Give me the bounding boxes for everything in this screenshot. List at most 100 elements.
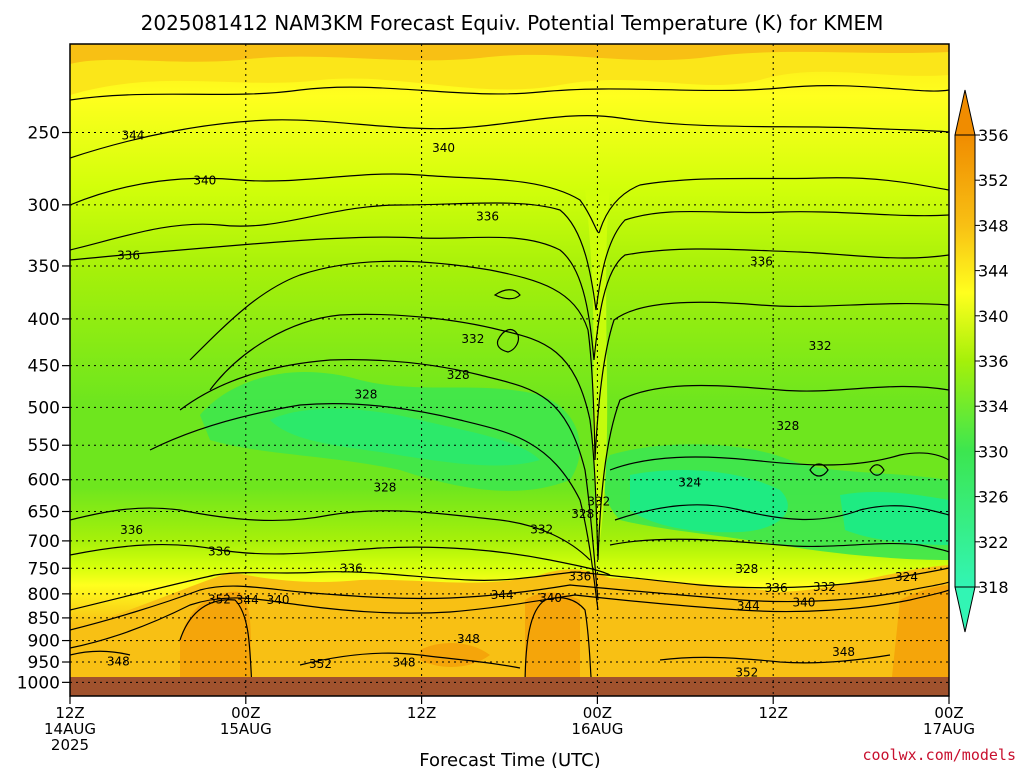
site-credit[interactable]: coolwx.com/models: [862, 746, 1016, 764]
contour-label-332: 332: [587, 495, 610, 509]
xtick-label-4-0: 12Z: [759, 704, 788, 722]
mid-level-moist-core-4: [630, 470, 788, 533]
ytick-label-650: 650: [28, 502, 60, 522]
contour-label-348: 348: [107, 655, 130, 669]
ytick-label-950: 950: [28, 653, 60, 673]
contour-label-text: 344: [122, 129, 145, 143]
contour-label-text: 328: [571, 507, 594, 521]
colorbar-label-326: 326: [978, 488, 1009, 507]
ytick-label-500: 500: [28, 398, 60, 418]
contour-label-text: 336: [568, 570, 591, 584]
contour-label-text: 340: [193, 173, 216, 187]
plot-frame: [69, 43, 950, 697]
upper-warm-band: [70, 44, 949, 95]
contour-label-text: 340: [539, 591, 562, 605]
ytick-label-250: 250: [28, 124, 60, 144]
contour-label-348: 348: [393, 655, 416, 669]
contour-label-text: 348: [832, 645, 855, 659]
contour-label-336: 336: [117, 249, 140, 263]
contour-lines: [70, 85, 949, 691]
xtick-label-5-1: 17AUG: [923, 720, 975, 738]
contour-label-332: 332: [813, 580, 836, 594]
boundary-layer-warm: [70, 565, 949, 696]
contour-label-text: 336: [117, 249, 140, 263]
contour-label-340: 340: [267, 593, 290, 607]
upper-hot-band: [70, 44, 949, 64]
contour-label-text: 336: [765, 581, 788, 595]
contour-label-text: 344: [737, 599, 760, 613]
contour-label-344: 344: [737, 599, 760, 613]
contour-label-340: 340: [793, 596, 816, 610]
contour-label-text: 344: [236, 593, 259, 607]
contour-label-text: 348: [107, 655, 130, 669]
contour-label-336: 336: [765, 581, 788, 595]
xtick-label-0-0: 12Z: [55, 704, 84, 722]
dry-intrusion: [585, 190, 610, 540]
contour-label-340: 340: [193, 173, 216, 187]
contour-label-text: 328: [735, 562, 758, 576]
contour-label-336: 336: [750, 254, 773, 268]
contour-label-348: 348: [832, 645, 855, 659]
contour-label-text: 328: [776, 419, 799, 433]
contour-label-336: 336: [568, 570, 591, 584]
contour-label-text: 324: [895, 570, 918, 584]
contour-label-text: 332: [809, 339, 832, 353]
contour-label-text: 336: [340, 561, 363, 575]
contour-label-text: 324: [678, 475, 701, 489]
xtick-label-0-1: 14AUG: [44, 720, 96, 738]
colorbar-label-344: 344: [978, 262, 1009, 281]
contour-label-text: 336: [120, 523, 143, 537]
xtick-label-3-1: 16AUG: [571, 720, 623, 738]
contour-label-340: 340: [432, 141, 455, 155]
contour-label-text: 344: [491, 588, 514, 602]
colorbar-label-336: 336: [978, 352, 1009, 371]
ytick-label-600: 600: [28, 471, 60, 491]
xtick-label-2-0: 12Z: [407, 704, 436, 722]
xtick-label-1-0: 00Z: [231, 704, 260, 722]
ytick-label-800: 800: [28, 585, 60, 605]
colorbar-label-348: 348: [978, 216, 1009, 235]
ytick-label-750: 750: [28, 559, 60, 579]
contour-label-text: 348: [393, 655, 416, 669]
contour-label-text: 328: [374, 481, 397, 495]
colorbar-upper-extend: [954, 89, 976, 136]
xtick-label-0-2: 2025: [51, 736, 89, 754]
ytick-label-450: 450: [28, 357, 60, 377]
ytick-label-400: 400: [28, 310, 60, 330]
contour-label-text: 340: [793, 596, 816, 610]
colorbar-lower-extend: [954, 586, 976, 633]
contour-label-344: 344: [491, 588, 514, 602]
colorbar: 356 352 348 344 340 336 334 330 326 322 318: [954, 89, 1009, 633]
ytick-label-900: 900: [28, 632, 60, 652]
contour-label-336: 336: [340, 561, 363, 575]
colorbar-label-334: 334: [978, 397, 1009, 416]
gridlines: [70, 44, 949, 696]
contour-label-text: 332: [813, 580, 836, 594]
contour-label-332: 332: [461, 332, 484, 346]
terrain-strip: [70, 677, 949, 696]
contour-label-text: 328: [447, 368, 470, 382]
xtick-label-5-0: 00Z: [934, 704, 963, 722]
contour-label-text: 352: [735, 665, 758, 679]
contour-label-text: 352: [208, 592, 231, 606]
contour-label-text: 352: [309, 657, 332, 671]
colorbar-label-352: 352: [978, 171, 1009, 190]
contour-label-text: 336: [476, 210, 499, 224]
contour-label-text: 340: [267, 593, 290, 607]
contour-label-336: 336: [476, 210, 499, 224]
ytick-label-550: 550: [28, 436, 60, 456]
contour-label-332: 332: [530, 522, 553, 536]
contour-label-text: 332: [461, 332, 484, 346]
contour-label-328: 328: [374, 481, 397, 495]
contour-label-352: 352: [309, 657, 332, 671]
colorbar-label-318: 318: [978, 578, 1009, 597]
colorbar-label-356: 356: [978, 126, 1009, 145]
contour-label-352: 352: [208, 592, 231, 606]
ytick-label-1000: 1000: [17, 673, 60, 693]
mid-level-moist-core-2: [270, 408, 540, 466]
contour-label-336: 336: [208, 545, 231, 559]
boundary-layer-hot-cores: [180, 585, 949, 696]
colorbar-label-330: 330: [978, 442, 1009, 461]
